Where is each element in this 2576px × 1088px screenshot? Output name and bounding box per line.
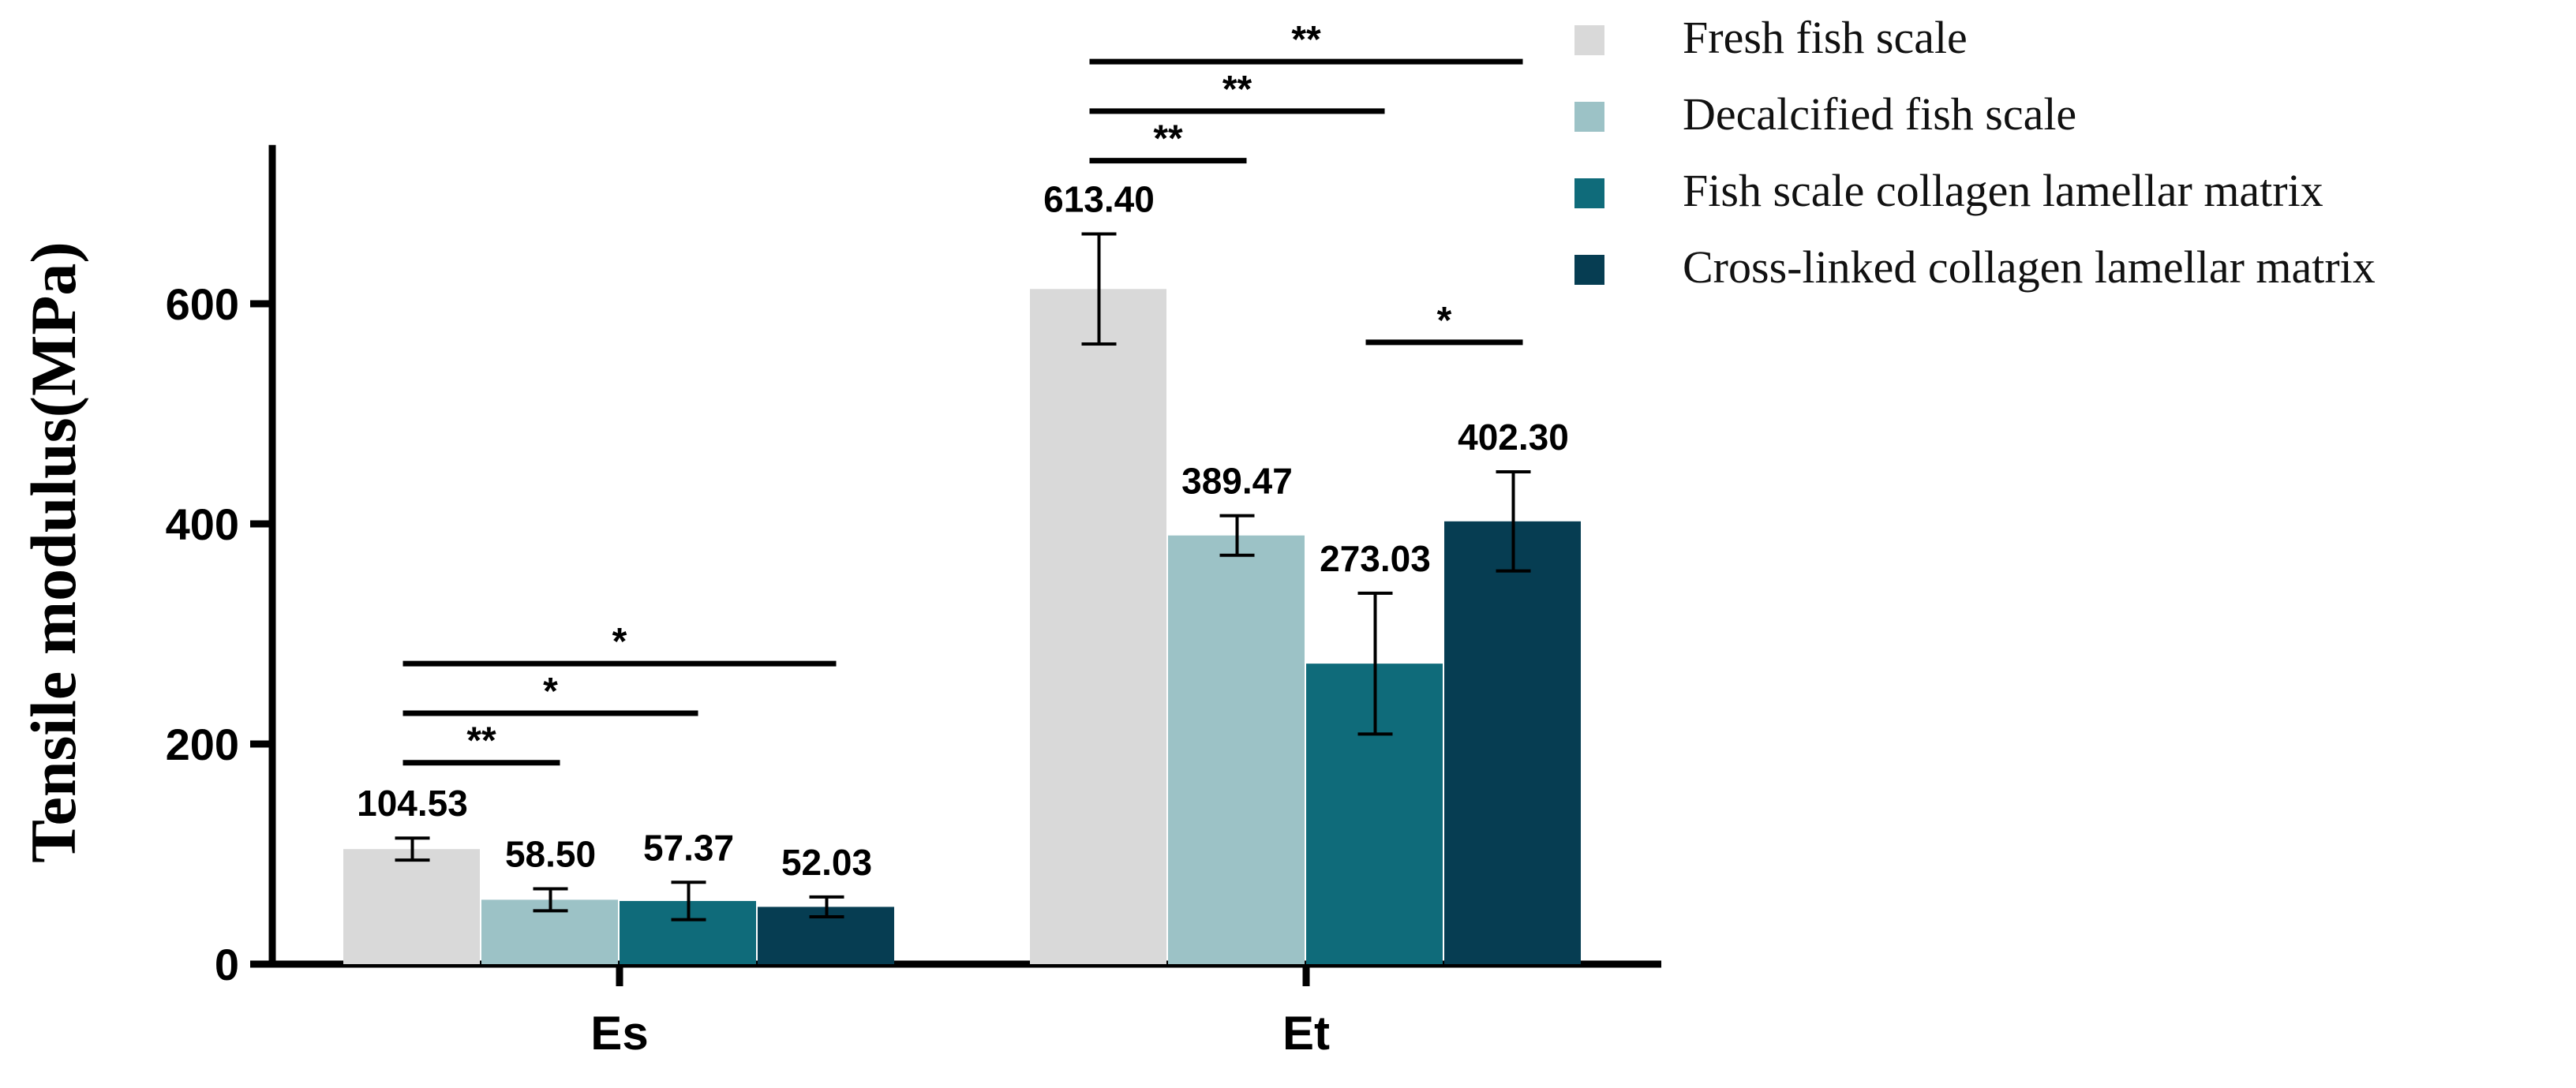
bar (1168, 535, 1305, 964)
significance-label: ** (1291, 19, 1321, 61)
bar (1030, 289, 1166, 964)
significance-markers: *********** (402, 19, 1523, 766)
legend-swatch (1574, 178, 1604, 208)
data-label: 402.30 (1458, 417, 1569, 458)
x-tick-label: Es (590, 1007, 648, 1060)
significance-label: * (543, 671, 558, 712)
bar (343, 849, 480, 964)
data-label: 613.40 (1043, 179, 1155, 220)
data-label: 57.37 (643, 827, 734, 868)
y-axis-label: Tensile modulus(MPa) (17, 241, 89, 862)
legend-label: Fresh fish scale (1683, 12, 1968, 63)
legend: Fresh fish scale Decalcified fish scale Fi… (1574, 12, 2376, 293)
legend-swatch (1574, 102, 1604, 132)
y-tick-label: 600 (166, 279, 239, 329)
bar (1444, 521, 1581, 964)
legend-swatch (1574, 255, 1604, 285)
y-tick-label: 400 (166, 499, 239, 549)
significance-label: ** (466, 720, 496, 762)
significance-label: ** (1222, 69, 1252, 110)
data-label: 58.50 (505, 833, 596, 874)
legend-label: Fish scale collagen lamellar matrix (1683, 165, 2323, 216)
legend-swatch (1574, 25, 1604, 55)
significance-label: * (1437, 300, 1452, 342)
legend-label: Cross-linked collagen lamellar matrix (1683, 241, 2376, 293)
significance-label: ** (1153, 118, 1183, 160)
data-label: 104.53 (357, 783, 468, 824)
data-label: 389.47 (1181, 461, 1293, 502)
data-label: 52.03 (781, 842, 872, 883)
y-tick-label: 0 (215, 940, 239, 989)
y-tick-label: 200 (166, 720, 239, 769)
chart-bars: 104.53 613.40 58.50 389.47 57.37 273.03 52.03 4… (343, 179, 1581, 964)
data-label: 273.03 (1320, 538, 1431, 579)
significance-label: * (612, 621, 627, 663)
x-tick-label: Et (1282, 1007, 1330, 1060)
legend-label: Decalcified fish scale (1683, 88, 2076, 140)
